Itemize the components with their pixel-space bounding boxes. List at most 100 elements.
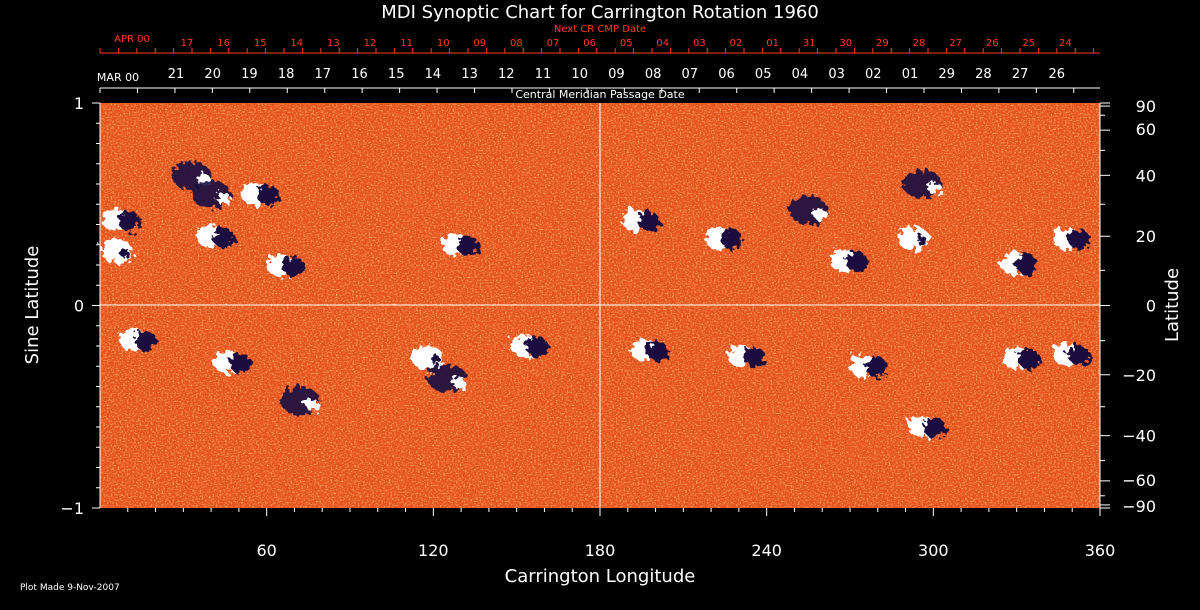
active-region [100, 238, 133, 263]
active-region [411, 346, 444, 371]
y-right-tick-label: 0 [1146, 297, 1156, 316]
next-cr-date-label: 04 [656, 38, 669, 49]
negative-polarity-patch [282, 256, 305, 276]
active-region [102, 209, 141, 232]
next-cr-date-label: 12 [364, 38, 377, 49]
negative-polarity-patch [457, 235, 480, 256]
active-region [266, 254, 305, 276]
y-right-tick-label: 90 [1136, 97, 1156, 116]
x-tick-label: 360 [1085, 541, 1116, 560]
negative-polarity-patch [846, 251, 868, 272]
y-axis-left-label: Sine Latitude [22, 246, 43, 365]
active-region [191, 180, 232, 209]
next-cr-month-label: APR 00 [114, 34, 150, 45]
y-right-tick-label: 20 [1136, 227, 1156, 246]
next-cr-date-label: 30 [839, 38, 852, 49]
cmp-date-label: 21 [168, 67, 185, 82]
active-region [902, 170, 943, 198]
cmp-date-label: 15 [388, 67, 405, 82]
negative-polarity-patch [721, 229, 743, 250]
negative-polarity-patch [1068, 229, 1091, 250]
negative-polarity-patch [1068, 345, 1091, 366]
active-region [118, 328, 157, 351]
negative-polarity-patch [430, 355, 441, 366]
cmp-date-label: 16 [351, 67, 368, 82]
y-axis-right: 90 60 40 20 0 −20 −40 −60 −90 [1099, 97, 1156, 516]
plot-area [100, 103, 1100, 508]
active-region [849, 355, 888, 378]
y-right-tick-label: 60 [1136, 120, 1156, 139]
active-region [727, 345, 766, 368]
y-axis-right-label: Latitude [1162, 268, 1183, 342]
negative-polarity-patch [229, 353, 252, 374]
next-cr-date-label: 15 [254, 38, 267, 49]
cmp-month-label: MAR 00 [97, 71, 139, 84]
x-tick-label: 120 [418, 541, 449, 560]
next-cr-date-label: 06 [583, 38, 596, 49]
cmp-date-label: 07 [682, 67, 699, 82]
negative-polarity-patch [526, 337, 549, 357]
negative-polarity-patch [118, 211, 141, 232]
next-cr-date-label: 05 [620, 38, 633, 49]
cmp-date-label: 27 [1012, 67, 1029, 82]
plot-made-label: Plot Made 9-Nov-2007 [20, 583, 120, 593]
active-region [441, 233, 480, 256]
cmp-date-label: 08 [645, 67, 662, 82]
cmp-date-label: 02 [865, 67, 882, 82]
cmp-date-label: 28 [975, 67, 992, 82]
active-region [427, 364, 468, 393]
cmp-date-label: 12 [498, 67, 515, 82]
chart-title: MDI Synoptic Chart for Carrington Rotati… [381, 2, 819, 23]
y-right-tick-label: −90 [1122, 497, 1156, 516]
y-left-tick-label: 1 [74, 94, 84, 113]
active-region [280, 386, 320, 415]
x-axis-label: Carrington Longitude [505, 566, 696, 587]
cmp-date-label: 10 [571, 67, 588, 82]
active-region [830, 249, 868, 272]
next-cr-axis-label: Next CR CMP Date [554, 24, 646, 35]
next-cr-date-label: 29 [876, 38, 889, 49]
y-left-tick-label: −1 [60, 499, 84, 518]
next-cr-date-label: 02 [730, 38, 743, 49]
next-cr-date-label: 27 [949, 38, 962, 49]
cmp-date-axis: MAR 00 Central Meridian Passage Date 21 2… [97, 67, 1100, 101]
positive-polarity-patch [927, 182, 942, 194]
cmp-date-label: 26 [1049, 67, 1066, 82]
y-right-tick-label: −60 [1122, 471, 1156, 490]
negative-polarity-patch [646, 341, 668, 362]
cmp-axis-label: Central Meridian Passage Date [515, 88, 684, 101]
next-cr-date-label: 28 [913, 38, 926, 49]
active-region [213, 351, 252, 374]
active-region [897, 226, 930, 251]
next-cr-date-label: 24 [1059, 38, 1072, 49]
y-right-tick-label: −40 [1122, 427, 1156, 446]
next-cr-date-label: 03 [693, 38, 706, 49]
next-cr-date-label: 25 [1022, 38, 1035, 49]
positive-polarity-patch [813, 208, 828, 221]
negative-polarity-patch [743, 347, 766, 368]
y-right-tick-label: −20 [1122, 366, 1156, 385]
y-right-tick-label: 40 [1136, 166, 1156, 185]
negative-polarity-patch [119, 247, 130, 258]
positive-polarity-patch [216, 192, 231, 205]
x-tick-label: 180 [585, 541, 616, 560]
cmp-date-label: 29 [938, 67, 955, 82]
x-axis: 60 120 180 240 300 360 [127, 508, 1116, 560]
active-region [1052, 227, 1091, 250]
next-cr-date-label: 01 [766, 38, 779, 49]
negative-polarity-patch [134, 330, 157, 351]
cmp-date-label: 04 [792, 67, 809, 82]
positive-polarity-patch [452, 376, 467, 389]
x-tick-label: 300 [918, 541, 949, 560]
active-region [788, 196, 829, 225]
cmp-date-label: 14 [425, 67, 442, 82]
negative-polarity-patch [916, 235, 927, 246]
negative-polarity-patch [865, 357, 888, 378]
negative-polarity-patch [212, 227, 235, 248]
next-cr-date-label: 16 [217, 38, 230, 49]
active-region [510, 335, 549, 357]
cmp-date-label: 11 [535, 67, 552, 82]
active-region [1002, 347, 1041, 370]
cmp-date-label: 18 [278, 67, 295, 82]
